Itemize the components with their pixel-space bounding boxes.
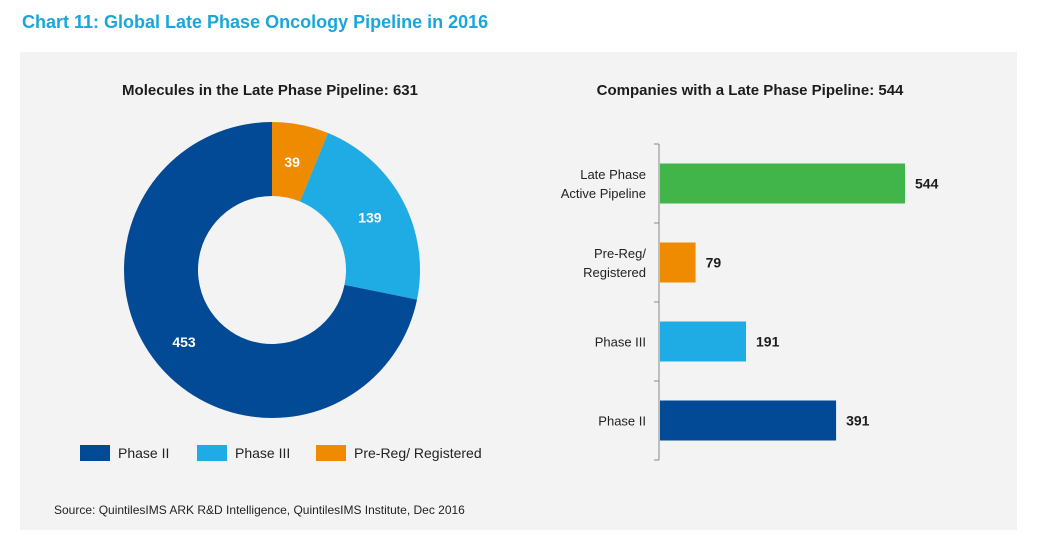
bar-category-label: Late Phase: [580, 167, 646, 182]
bar-category-label: Phase II: [598, 414, 646, 429]
bar-category-label: Pre-Reg/: [594, 246, 646, 261]
bar-value-label: 191: [756, 334, 780, 350]
donut-data-label: 139: [358, 210, 382, 226]
bar-value-label: 391: [846, 413, 870, 429]
legend-swatch-phase-ii: [80, 445, 110, 461]
legend-label-pre-reg: Pre-Reg/ Registered: [354, 445, 482, 461]
donut-chart-title: Molecules in the Late Phase Pipeline: 63…: [122, 82, 418, 99]
page-title: Chart 11: Global Late Phase Oncology Pip…: [22, 12, 489, 32]
donut-slice-phase-ii: [124, 122, 418, 419]
legend-label-phase-ii: Phase II: [118, 445, 170, 461]
source-note: Source: QuintilesIMS ARK R&D Intelligenc…: [54, 503, 465, 517]
legend-phase-ii: Phase II: [80, 444, 169, 462]
bar-2: [660, 321, 747, 362]
legend-swatch-phase-iii: [197, 445, 227, 461]
bar-0: [660, 163, 905, 204]
donut-data-label: 453: [172, 334, 196, 350]
donut-slice-phase-iii: [300, 133, 420, 300]
donut-slice-pre-reg-registered: [272, 122, 329, 202]
bar-value-label: 79: [706, 255, 722, 271]
bar-category-label: Active Pipeline: [561, 186, 646, 201]
donut-data-label: 39: [284, 154, 300, 170]
bar-category-label: Phase III: [595, 335, 646, 350]
bar-category-label: Registered: [583, 265, 646, 280]
legend-swatch-pre-reg: [316, 445, 346, 461]
bar-value-label: 544: [915, 176, 939, 192]
legend-label-phase-iii: Phase III: [235, 445, 291, 461]
bar-chart-title: Companies with a Late Phase Pipeline: 54…: [596, 82, 904, 99]
bar-1: [660, 242, 696, 283]
legend-phase-iii: Phase III: [197, 444, 290, 462]
legend-pre-reg: Pre-Reg/ Registered: [316, 444, 482, 462]
bar-3: [660, 400, 837, 441]
